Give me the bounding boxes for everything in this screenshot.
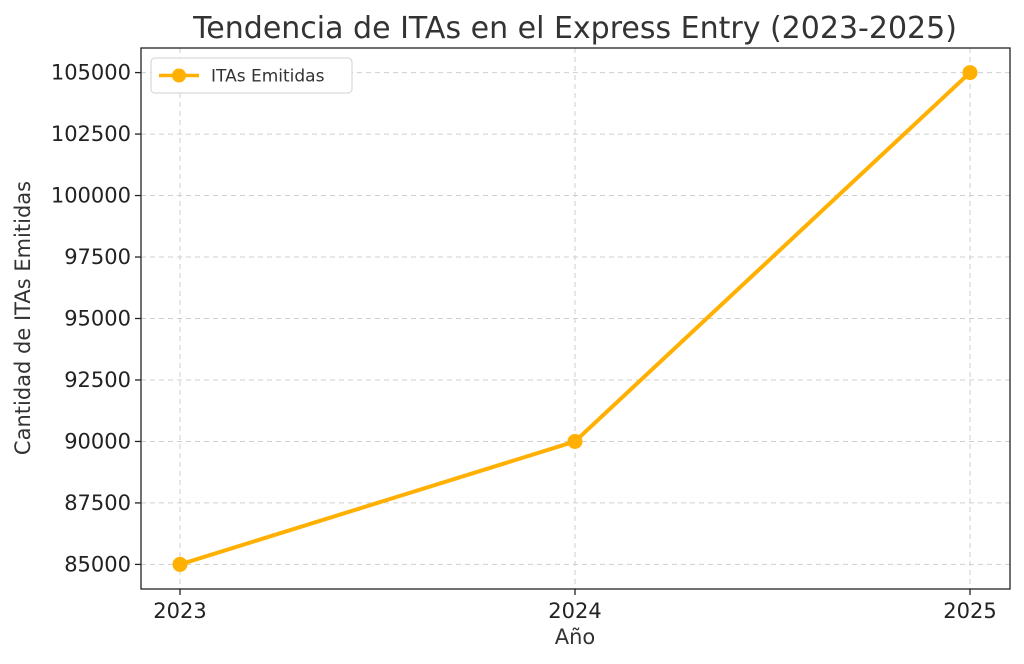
y-axis-label: Cantidad de ITAs Emitidas — [11, 181, 35, 455]
series-layer — [172, 65, 978, 572]
legend-entry-itas-emitidas: ITAs Emitidas — [211, 67, 325, 87]
data-point — [172, 556, 188, 572]
data-point — [962, 65, 978, 81]
y-tick-label: 85000 — [64, 552, 131, 576]
data-point — [567, 433, 583, 449]
x-tick-label: 2023 — [153, 599, 206, 623]
x-axis-ticks: 2023 2024 2025 — [153, 589, 997, 623]
y-tick-label: 95000 — [64, 307, 131, 331]
legend: ITAs Emitidas — [150, 57, 353, 94]
y-tick-label: 90000 — [64, 429, 131, 453]
legend-marker-swatch — [172, 68, 186, 83]
y-tick-label: 92500 — [64, 368, 131, 392]
grid-lines — [141, 48, 1010, 589]
y-tick-label: 105000 — [51, 61, 131, 85]
y-tick-label: 97500 — [64, 245, 131, 269]
y-tick-label: 87500 — [64, 491, 131, 515]
x-axis-label: Año — [555, 625, 596, 649]
y-tick-label: 100000 — [51, 184, 131, 208]
legend-box — [150, 57, 353, 94]
y-axis-ticks: 85000 87500 90000 92500 95000 97500 100000 1025… — [51, 61, 141, 576]
plot-frame — [140, 47, 1011, 590]
x-tick-label: 2024 — [548, 599, 601, 623]
x-tick-label: 2025 — [943, 599, 996, 623]
chart-title: Tendencia de ITAs en el Express Entry (2… — [192, 11, 957, 46]
y-tick-label: 102500 — [51, 122, 131, 146]
